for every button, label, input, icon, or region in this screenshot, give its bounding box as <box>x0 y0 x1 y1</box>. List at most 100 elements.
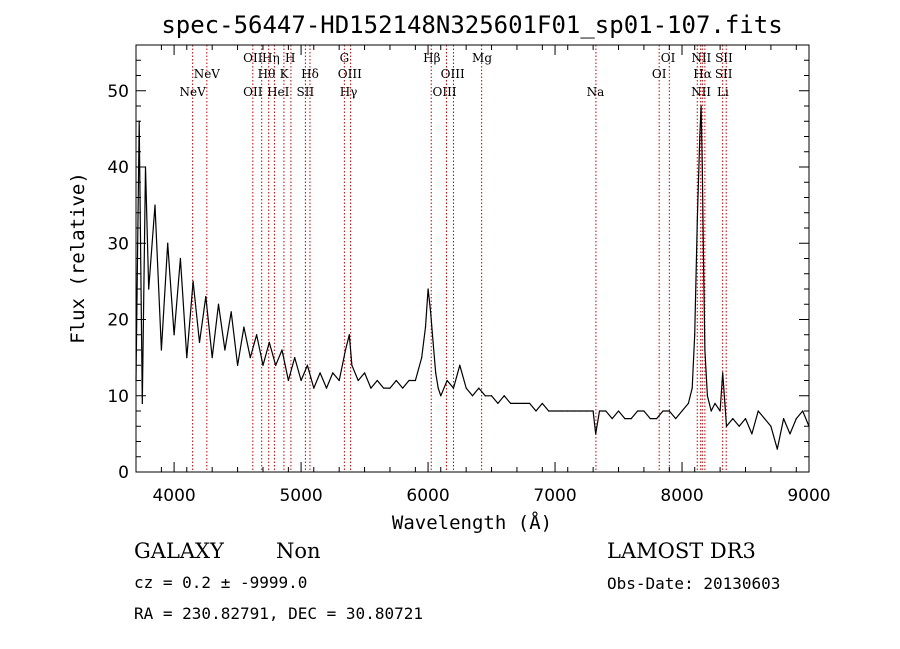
data-point <box>294 357 296 359</box>
data-point <box>579 410 582 412</box>
emission-line-markers <box>192 45 727 472</box>
data-point <box>592 410 594 412</box>
coordinates-readout: RA = 230.82791, DEC = 30.80721 <box>134 604 423 623</box>
data-point <box>465 387 467 389</box>
x-axis-label: Wavelength (Å) <box>392 511 552 534</box>
line-label: Hβ <box>423 51 440 65</box>
object-class: GALAXY <box>134 539 225 563</box>
x-tick-label: 5000 <box>279 486 322 506</box>
data-point <box>300 379 302 382</box>
data-point <box>148 288 150 290</box>
data-point <box>624 418 626 420</box>
data-point <box>192 280 194 282</box>
data-point <box>548 410 550 412</box>
data-point <box>687 402 689 404</box>
line-label: Hθ <box>258 67 276 81</box>
data-point <box>217 303 220 305</box>
observation-date: Obs-Date: 20130603 <box>607 574 780 593</box>
chart-title: spec-56447-HD152148N325601F01_sp01-107.f… <box>161 11 782 39</box>
data-point <box>700 105 702 107</box>
data-point <box>529 402 531 404</box>
data-point <box>287 379 289 382</box>
line-label: HeI <box>267 85 290 99</box>
data-point <box>802 410 804 412</box>
survey-name: LAMOST DR3 <box>607 539 756 563</box>
data-point <box>437 387 439 389</box>
y-tick-label: 30 <box>107 234 129 254</box>
data-point <box>617 410 620 412</box>
line-label: OII <box>243 51 263 65</box>
data-point <box>224 349 226 351</box>
data-point <box>490 395 493 397</box>
line-label: H <box>285 51 295 65</box>
line-label: OIII <box>433 85 457 99</box>
data-point <box>763 418 766 420</box>
data-point <box>704 349 706 351</box>
data-point <box>275 364 277 366</box>
data-point <box>230 311 232 313</box>
line-label: K <box>280 67 290 81</box>
line-label: SII <box>297 85 315 99</box>
data-point <box>757 410 759 412</box>
y-tick-label: 50 <box>107 82 129 102</box>
line-label: Hδ <box>301 67 319 81</box>
data-point <box>509 402 512 404</box>
data-point <box>675 418 677 420</box>
data-point <box>725 425 728 427</box>
data-point <box>699 135 701 138</box>
y-tick-label: 0 <box>118 463 129 483</box>
redshift-readout: cz = 0.2 ± -9999.0 <box>134 573 307 592</box>
data-point <box>567 410 569 412</box>
data-point <box>783 418 785 420</box>
x-tick-label: 8000 <box>660 486 703 506</box>
line-label: NeV <box>194 67 221 81</box>
data-point <box>408 379 410 382</box>
line-label: Hα <box>693 67 712 81</box>
x-axis-ticks: 4000 5000 6000 7000 8000 9000 <box>135 45 831 506</box>
y-axis-label: Flux (relative) <box>67 172 89 344</box>
line-label: Mg <box>472 51 492 65</box>
data-point <box>370 387 372 389</box>
data-point <box>649 418 651 420</box>
line-label: OIII <box>338 67 362 81</box>
line-label: OIII <box>441 67 465 81</box>
data-point <box>497 402 499 404</box>
data-point <box>789 433 791 435</box>
data-point <box>636 410 639 412</box>
data-point <box>522 402 524 404</box>
data-point <box>691 387 693 389</box>
data-point <box>643 410 645 412</box>
data-point <box>236 364 239 366</box>
data-point <box>167 242 169 244</box>
data-point <box>770 425 772 427</box>
data-point <box>281 349 283 351</box>
data-point <box>484 395 486 397</box>
data-point <box>435 372 437 374</box>
data-point <box>243 326 245 328</box>
series-line <box>135 105 810 450</box>
data-point <box>173 334 175 336</box>
data-point <box>141 402 143 404</box>
data-point <box>357 379 359 382</box>
data-point <box>535 410 537 412</box>
data-point <box>383 387 385 389</box>
data-point <box>440 395 442 397</box>
data-point <box>421 357 423 359</box>
data-point <box>402 387 404 389</box>
data-point <box>211 357 213 359</box>
data-point <box>598 410 601 412</box>
data-point <box>630 418 632 420</box>
data-point <box>722 372 724 374</box>
data-point <box>776 448 778 450</box>
data-point <box>611 418 613 420</box>
emission-line-labels: NeVNeVOIIOIIHθHηHeIKHSIIHδGOIIIHγHβOIIIO… <box>179 51 733 99</box>
y-tick-label: 10 <box>107 387 129 407</box>
data-point <box>605 410 607 412</box>
data-point <box>429 311 432 313</box>
line-label: SII <box>715 67 733 81</box>
data-point <box>459 364 461 366</box>
data-point <box>738 425 740 427</box>
data-point <box>306 364 309 366</box>
data-point <box>595 433 597 435</box>
